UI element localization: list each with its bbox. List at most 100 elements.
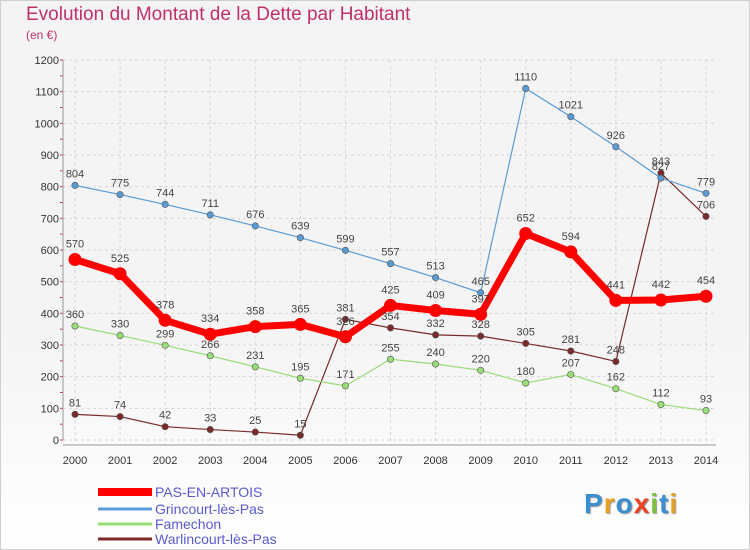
data-label: 652: [517, 213, 535, 225]
x-tick-label: 2011: [559, 455, 583, 467]
y-tick-label: 1000: [35, 118, 59, 130]
y-tick-label: 700: [41, 213, 59, 225]
data-label: 240: [426, 347, 444, 359]
series-point: [296, 234, 304, 242]
series-point: [71, 410, 79, 418]
data-label: 180: [517, 366, 535, 378]
series-point: [522, 379, 530, 387]
data-label: 266: [201, 339, 219, 351]
series-point: [384, 298, 397, 312]
data-label: 843: [652, 156, 670, 168]
series-point: [567, 370, 575, 378]
x-tick-label: 2005: [288, 455, 312, 467]
legend-label: PAS-EN-ARTOIS: [155, 484, 262, 500]
data-label: 330: [111, 319, 129, 331]
x-tick-label: 2012: [604, 455, 628, 467]
x-tick-label: 2008: [423, 455, 447, 467]
series-point: [657, 174, 665, 182]
x-tick-label: 2004: [243, 455, 267, 467]
series-point: [341, 382, 349, 390]
y-tick-label: 200: [41, 372, 59, 384]
data-label: 779: [697, 176, 715, 188]
data-label: 207: [562, 357, 580, 369]
data-labels: 570 525 378 334 358 365 326 425 409 397 652 594 441 4…: [66, 72, 715, 431]
series-point: [341, 246, 349, 254]
data-label: 220: [471, 353, 489, 365]
series-point: [161, 423, 169, 431]
series-point: [71, 322, 79, 330]
x-tick-label: 2014: [694, 455, 718, 467]
series-point: [248, 320, 262, 334]
series-point: [609, 293, 623, 307]
x-tick-label: 2002: [153, 455, 177, 467]
series-point: [612, 357, 620, 365]
data-label: 409: [426, 289, 444, 301]
series-point: [702, 189, 710, 197]
series-point: [654, 293, 668, 307]
series-layer: [68, 85, 713, 439]
x-tick-label: 2007: [378, 455, 402, 467]
data-label: 195: [291, 361, 309, 373]
data-label: 25: [249, 415, 261, 427]
data-label: 299: [156, 328, 174, 340]
y-tick-label: 800: [41, 182, 59, 194]
series-point: [68, 253, 82, 266]
x-tick-label: 2013: [649, 455, 673, 467]
data-label: 570: [66, 239, 84, 251]
series-point: [296, 374, 304, 382]
data-label: 827: [652, 161, 670, 173]
chart-title: Evolution du Montant de la Dette par Hab…: [26, 4, 411, 25]
series-point: [386, 324, 394, 332]
data-label: 804: [66, 168, 84, 180]
x-tick-label: 2000: [63, 455, 87, 467]
data-label: 305: [517, 326, 535, 338]
series-point: [341, 315, 349, 323]
data-label: 15: [294, 418, 306, 430]
data-label: 358: [246, 306, 264, 318]
data-label: 33: [204, 413, 216, 425]
data-label: 42: [159, 410, 171, 422]
series-point: [116, 191, 124, 199]
data-label: 81: [69, 397, 81, 409]
series-point: [522, 85, 530, 93]
series-point: [432, 331, 440, 339]
grid-lines: [63, 59, 716, 445]
series-point: [477, 289, 485, 297]
legend-label: Famechon: [155, 516, 221, 532]
series-point: [567, 113, 575, 121]
data-label: 74: [114, 400, 126, 412]
data-label: 162: [607, 372, 625, 384]
series-point: [522, 339, 530, 347]
data-label: 281: [562, 334, 580, 346]
x-tick-label: 2001: [108, 455, 132, 467]
axes: 0 100 200 300 400 500 600 700 800 900 1000 1100 1200…: [35, 55, 719, 467]
data-label: 676: [246, 209, 264, 221]
series-point: [206, 211, 214, 219]
series-point: [113, 267, 127, 281]
series-point: [161, 341, 169, 349]
data-label: 397: [471, 293, 489, 305]
data-label: 328: [471, 319, 489, 331]
series-point: [477, 332, 485, 340]
series-point: [519, 227, 533, 241]
series-point: [702, 407, 710, 415]
series-point: [251, 363, 259, 371]
data-label: 365: [291, 303, 309, 315]
data-label: 1110: [514, 72, 537, 84]
series-point: [702, 212, 710, 220]
series-point: [251, 222, 259, 230]
data-label: 454: [697, 275, 715, 287]
data-label: 465: [471, 276, 489, 288]
data-label: 112: [652, 388, 670, 400]
series-point: [116, 413, 124, 421]
series-point: [477, 366, 485, 374]
series-point: [474, 307, 488, 321]
data-label: 557: [381, 247, 399, 259]
data-label: 93: [700, 394, 712, 406]
series-point: [657, 401, 665, 409]
data-label: 381: [336, 302, 354, 314]
series-point: [71, 181, 79, 189]
data-label: 360: [66, 309, 84, 321]
y-tick-label: 500: [41, 277, 59, 289]
